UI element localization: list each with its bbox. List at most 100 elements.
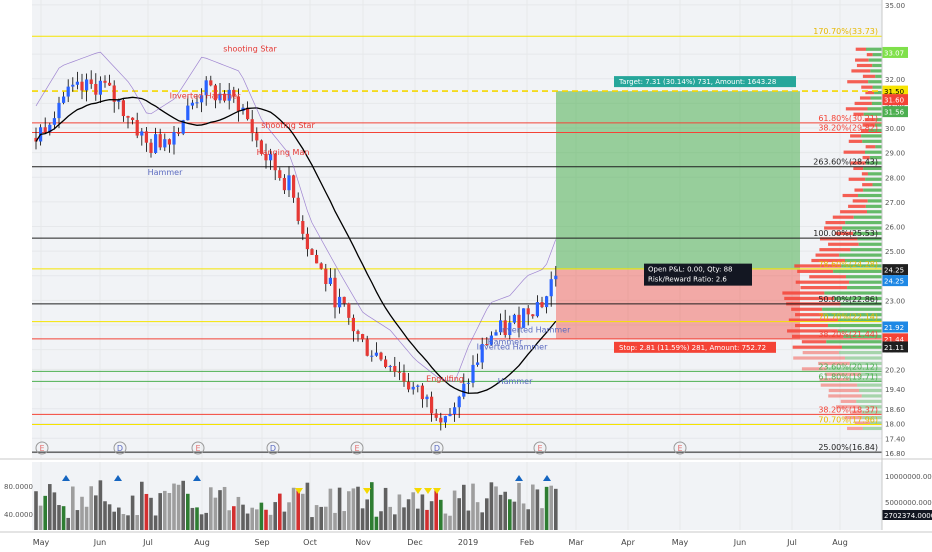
volume-arrow-down [433,488,441,494]
volume-bar [379,511,383,530]
volume-bar [186,493,190,530]
candle-body [425,396,429,400]
volume-bar [420,494,425,530]
volume-bar [144,493,149,530]
volume-profile-bar-sell [866,53,873,57]
candle-body [374,352,378,356]
candle-body [439,417,443,423]
candle-body [213,85,217,101]
candle-body [388,366,392,368]
volume-profile-bar-sell [845,107,868,111]
volume-profile-bar-sell [819,237,858,241]
candle-body [342,296,346,304]
candle-body [177,132,181,134]
volume-profile-bar-sell [856,63,873,68]
candle-body [517,314,521,328]
volume-bar [554,488,558,530]
candle-body [393,366,397,372]
volume-profile-bar-sell [801,367,827,371]
volume-profile-bar-sell [820,383,858,387]
volume-bar [34,491,38,530]
candle-body [485,344,489,346]
volume-arrow-up [193,475,201,481]
volume-bar [236,496,241,530]
volume-bar [89,486,93,530]
volume-profile-bar-sell [819,248,851,252]
volume-bar [337,487,342,530]
volume-bar [126,515,130,530]
volume-bar [167,492,172,530]
candle-body [282,178,286,191]
candle-body [416,385,420,387]
pattern-label: Inverted Hammer [477,343,548,352]
candle-body [269,153,273,161]
candle-body [66,86,70,97]
candle-body [310,249,314,255]
volume-bar [135,515,139,530]
pattern-label: Hammer [148,168,183,177]
candle-body [535,302,539,317]
volume-profile-bar-buy [868,80,882,84]
volume-profile-bar-sell [852,199,868,203]
candle-body [52,118,56,125]
volume-profile-bar-sell [818,361,850,366]
candle-body [351,317,355,332]
volume-arrow-up [114,475,122,481]
target-label: Target: 7.31 (30.14%) 731, Amount: 1643.… [618,78,776,86]
volume-bar [241,504,245,530]
volume-profile-bar-buy [861,372,882,376]
volume-bar [457,498,461,530]
candle-body [135,120,139,136]
volume-profile-bar-buy [849,361,882,366]
volume-bar [448,515,452,530]
volume-profile-bar-sell [832,215,854,219]
volume-arrow-up [62,475,70,481]
volume-profile-bar-sell [794,264,842,268]
price-tick-label: 25.00 [885,248,905,256]
candle-body [112,85,116,102]
volume-bar [190,507,195,530]
candle-body [526,308,530,315]
candle-body [144,131,148,143]
volume-profile-bar-buy [870,96,882,100]
volume-profile-bar-sell [828,242,859,246]
candle-body [43,127,47,133]
volume-bar [57,505,61,530]
x-tick-label: May [33,538,50,547]
volume-bar [98,480,103,530]
volume-bar [310,517,314,530]
fib-level-label: 170.70%(33.73) [813,27,878,36]
pattern-label: Hammer [488,338,523,347]
fib-level-label: 50.00%(22.86) [818,295,878,304]
price-tick-label: 23.00 [885,297,905,305]
candle-body [407,381,411,390]
volume-bar [103,501,107,530]
candle-body [457,396,461,408]
candle-body [430,396,434,414]
volume-bar [130,495,135,530]
volume-profile-bar-buy [846,275,882,279]
candle-body [62,96,66,103]
volume-profile-bar-buy [837,318,882,322]
volume-bar [485,498,489,530]
candle-body [347,303,351,318]
candle-body [255,133,259,141]
volume-bar [278,493,282,530]
price-tick-label: 27.00 [885,199,905,207]
volume-bar [163,490,167,530]
volume-bar [512,501,517,530]
volume-bar [264,509,268,530]
volume-bar [176,484,181,530]
event-marker-label: D [270,444,276,453]
candle-body [223,93,227,101]
candle-body [296,197,300,221]
volume-bar [227,510,231,530]
event-marker-label: E [677,444,682,453]
fib-level-label: 38.20%(18.37) [818,405,878,414]
volume-profile-bar-buy [857,383,882,387]
volume-profile-bar-buy [875,118,882,122]
pattern-label: shooting Star [223,45,277,54]
candle-body [370,355,374,357]
